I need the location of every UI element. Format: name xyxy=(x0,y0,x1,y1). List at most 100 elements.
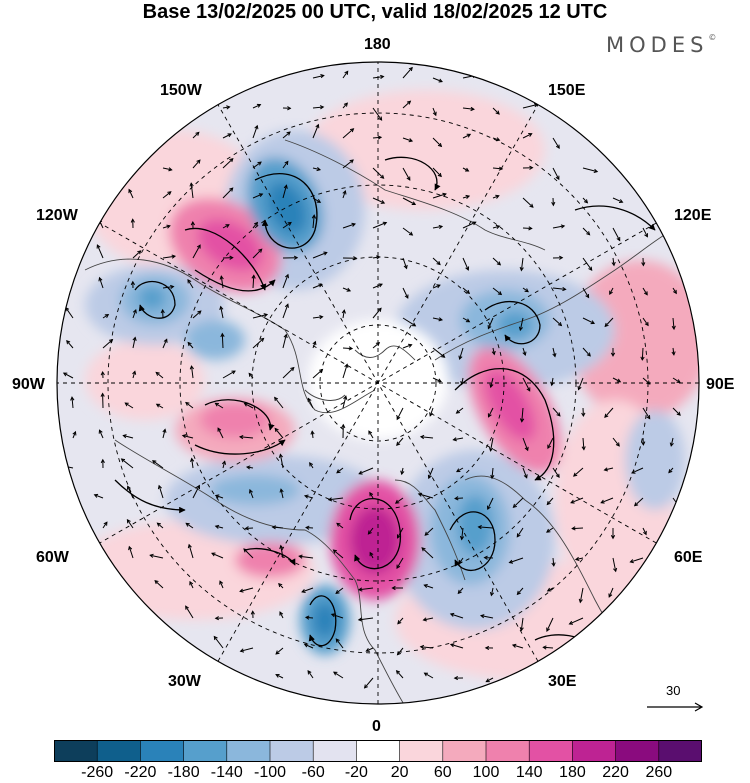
wind-vector-head xyxy=(518,326,523,332)
wind-vector-head xyxy=(187,543,192,549)
wind-vector xyxy=(185,605,194,619)
wind-vector-head xyxy=(157,484,162,490)
lon-label-30e: 30E xyxy=(548,673,577,690)
wind-vector-arrow-icon xyxy=(647,702,704,712)
wind-vector xyxy=(519,317,524,331)
wind-vector xyxy=(245,527,254,529)
wind-vector xyxy=(275,647,284,655)
wind-vector-head xyxy=(245,465,251,470)
wind-vector-head xyxy=(633,502,639,507)
wind-vector xyxy=(244,402,254,409)
wind-vector xyxy=(552,557,555,566)
wind-vector-head xyxy=(318,283,323,288)
wind-vector xyxy=(397,527,404,539)
wind-vector-head xyxy=(320,74,325,79)
wind-vector xyxy=(492,107,500,115)
wind-vector-head xyxy=(332,549,338,554)
wind-vector xyxy=(312,252,327,259)
wind-vector-head xyxy=(546,587,552,592)
wind-vector xyxy=(252,248,263,259)
wind-vector-head xyxy=(485,678,490,683)
wind-vector xyxy=(182,435,194,439)
wind-vector-head xyxy=(615,442,620,447)
wind-vector-head xyxy=(526,387,531,392)
wind-vector-head xyxy=(516,590,521,596)
wind-vector-head xyxy=(479,614,485,619)
wind-vector xyxy=(462,107,474,110)
wind-vector-head xyxy=(155,371,160,376)
wind-vector-head xyxy=(551,562,556,567)
wind-vector-head xyxy=(304,615,310,620)
wind-vector xyxy=(366,647,374,652)
wind-vector xyxy=(428,467,434,479)
wind-vector xyxy=(423,617,434,621)
wind-vector-head xyxy=(456,468,461,473)
wind-vector-head xyxy=(98,429,103,434)
wind-vector-head xyxy=(610,352,616,357)
wind-vector xyxy=(188,544,194,559)
wind-vector-head xyxy=(330,613,336,618)
wind-vector-head xyxy=(382,221,388,226)
wind-vector xyxy=(282,131,291,139)
wind-vector xyxy=(601,497,614,504)
wind-vector xyxy=(490,437,494,451)
wind-vector xyxy=(492,167,503,170)
wind-vector-head xyxy=(574,556,580,561)
wind-vector xyxy=(215,525,224,529)
reference-vector-label: 30 xyxy=(666,683,681,698)
wind-vector-head xyxy=(458,355,463,360)
wind-vector-head xyxy=(629,559,634,564)
wind-vector xyxy=(458,557,464,564)
wind-vector-head xyxy=(238,434,244,440)
wind-vector xyxy=(307,670,314,679)
wind-vector-head xyxy=(100,458,105,464)
wind-vector-head xyxy=(491,350,496,356)
wind-vector-head xyxy=(369,551,374,557)
wind-vector-head xyxy=(555,175,560,181)
colorbar-cell xyxy=(572,740,617,762)
wind-vector-head xyxy=(487,505,491,511)
wind-vector-head xyxy=(274,396,279,402)
wind-vector-head xyxy=(196,159,201,164)
wind-vector-head xyxy=(98,276,103,282)
wind-vector xyxy=(304,643,314,649)
wind-vector-head xyxy=(279,488,284,493)
wind-vector-head xyxy=(254,221,259,227)
wind-vector xyxy=(456,407,464,414)
wind-vector-head xyxy=(436,261,441,266)
wind-vector-head xyxy=(155,403,161,408)
wind-vector xyxy=(634,497,644,507)
wind-vector xyxy=(239,436,254,439)
wind-vector xyxy=(364,677,374,689)
wind-vector xyxy=(642,377,651,385)
wind-vector xyxy=(492,347,495,355)
wind-vector xyxy=(150,554,164,559)
wind-vector-head xyxy=(251,274,256,279)
wind-vector xyxy=(312,341,316,349)
wind-vector-head xyxy=(349,159,354,164)
wind-vector-head xyxy=(524,446,529,452)
wind-vector-head xyxy=(126,485,131,490)
wind-vector xyxy=(424,672,434,679)
wind-vector-head xyxy=(484,645,490,651)
wind-vector xyxy=(573,467,584,477)
wind-vector xyxy=(396,557,404,569)
wind-vector-head xyxy=(395,670,401,675)
wind-vector-head xyxy=(547,444,552,450)
wind-vector xyxy=(312,316,323,319)
wind-vector xyxy=(492,137,500,141)
wind-vector-head xyxy=(391,585,396,591)
wind-vector-head xyxy=(608,593,613,598)
wind-vector xyxy=(333,549,344,559)
wind-vector-head xyxy=(185,401,190,406)
wind-vector-head xyxy=(573,472,578,477)
wind-vector xyxy=(432,377,442,383)
wind-vector xyxy=(420,646,434,649)
wind-vector-head xyxy=(449,643,455,648)
wind-vector-head xyxy=(250,610,255,615)
wind-vector-head xyxy=(671,325,676,331)
wind-vector xyxy=(461,527,464,540)
colorbar-tick-label: -100 xyxy=(253,764,287,781)
wind-vector xyxy=(220,276,224,289)
wind-vector-head xyxy=(394,499,400,504)
